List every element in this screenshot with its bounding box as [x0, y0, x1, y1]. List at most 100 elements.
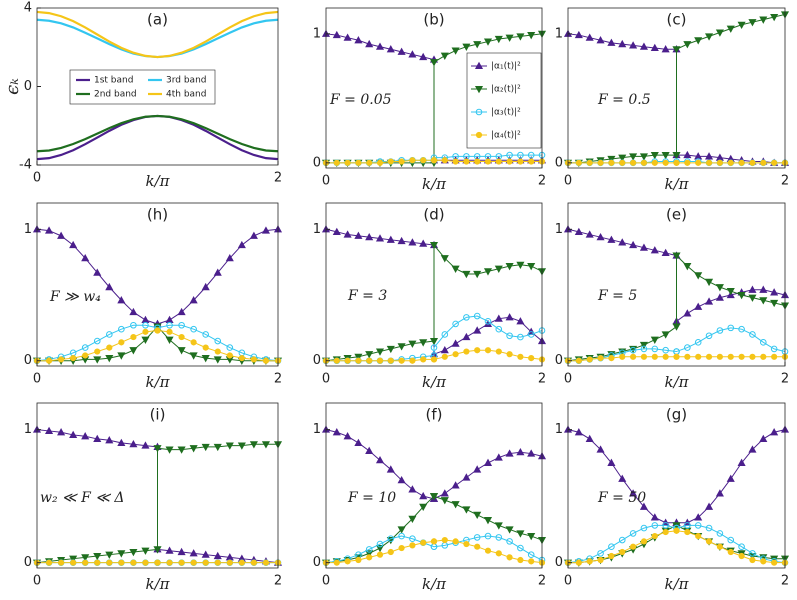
data-point: [344, 558, 351, 565]
data-point: [705, 353, 713, 360]
annotation: F = 3: [347, 288, 387, 304]
data-point: [213, 356, 222, 364]
data-point: [70, 559, 77, 566]
y-axis-label: ϵₖ: [2, 78, 23, 95]
data-point: [441, 331, 449, 338]
series-line: [325, 243, 543, 362]
y-tick-label: -4: [19, 158, 32, 173]
data-point: [586, 558, 593, 565]
x-tick-label: 2: [274, 372, 282, 387]
y-tick-label: 1: [313, 422, 321, 437]
annotation: F ≫ w₄: [49, 289, 101, 305]
data-point: [608, 159, 615, 166]
data-point: [715, 29, 724, 37]
data-point: [672, 323, 681, 331]
data-point: [463, 348, 470, 355]
data-point: [94, 559, 101, 566]
data-point: [474, 543, 481, 550]
data-point: [333, 559, 340, 566]
data-point: [462, 270, 471, 279]
data-point: [484, 532, 492, 540]
data-point: [608, 355, 615, 362]
data-point: [430, 157, 438, 164]
panel-title: (i): [150, 406, 166, 424]
data-point: [398, 357, 405, 364]
data-point: [715, 284, 724, 292]
data-point: [596, 232, 605, 241]
data-point: [528, 355, 535, 362]
data-point: [420, 157, 427, 164]
panel-title: (c): [667, 11, 687, 29]
x-tick-label: 2: [781, 372, 789, 387]
data-point: [463, 540, 470, 548]
data-point: [366, 159, 373, 166]
data-point: [705, 538, 713, 545]
data-point: [662, 528, 669, 536]
data-point: [387, 158, 394, 165]
data-point: [105, 355, 114, 363]
data-point: [760, 558, 767, 565]
data-point: [178, 321, 185, 329]
data-point: [452, 351, 459, 358]
data-point: [473, 41, 482, 49]
legend-label: 1st band: [94, 76, 133, 86]
data-point: [694, 37, 703, 45]
data-point: [190, 325, 197, 333]
data-point: [118, 339, 125, 346]
data-point: [585, 230, 594, 238]
data-point: [771, 159, 778, 166]
data-point: [749, 331, 756, 338]
data-point: [344, 159, 351, 166]
data-point: [178, 559, 185, 566]
data-point: [505, 313, 514, 321]
data-point: [354, 36, 363, 44]
data-point: [57, 428, 66, 436]
data-point: [189, 549, 198, 557]
y-tick-label: 1: [313, 26, 321, 41]
data-point: [129, 347, 138, 355]
x-tick-label: 0: [322, 372, 330, 387]
legend-label: |α₃(t)|²: [491, 108, 521, 118]
data-point: [93, 434, 102, 442]
data-point: [474, 158, 481, 165]
data-point: [619, 548, 626, 556]
data-point: [506, 151, 513, 159]
x-tick-label: 0: [33, 574, 41, 589]
data-point: [738, 353, 745, 360]
data-point: [141, 315, 150, 324]
data-point: [202, 331, 209, 338]
data-point: [495, 325, 503, 333]
data-point: [154, 327, 161, 334]
data-point: [81, 554, 90, 562]
data-point: [484, 158, 492, 165]
data-point: [94, 348, 101, 355]
data-point: [452, 538, 459, 545]
data-point: [238, 559, 245, 566]
data-point: [419, 52, 428, 61]
data-point: [494, 453, 503, 461]
data-point: [142, 328, 149, 335]
data-point: [505, 526, 514, 534]
y-tick-label: 4: [24, 1, 32, 16]
data-point: [365, 232, 374, 241]
y-tick-label: 0: [555, 155, 563, 170]
y-tick-label: 1: [555, 222, 563, 237]
data-point: [93, 552, 102, 561]
data-point: [69, 430, 78, 438]
data-point: [607, 155, 616, 164]
data-point: [365, 351, 374, 359]
data-point: [376, 540, 384, 548]
data-point: [672, 46, 681, 54]
data-point: [651, 522, 659, 529]
data-point: [419, 491, 428, 500]
data-point: [462, 473, 471, 481]
data-point: [715, 489, 724, 497]
data-point: [760, 159, 767, 166]
data-point: [166, 328, 173, 335]
data-point: [749, 550, 756, 557]
x-tick-label: 0: [564, 574, 572, 589]
data-point: [738, 325, 745, 333]
data-point: [130, 321, 137, 329]
data-point: [640, 538, 648, 545]
data-point: [142, 321, 149, 329]
